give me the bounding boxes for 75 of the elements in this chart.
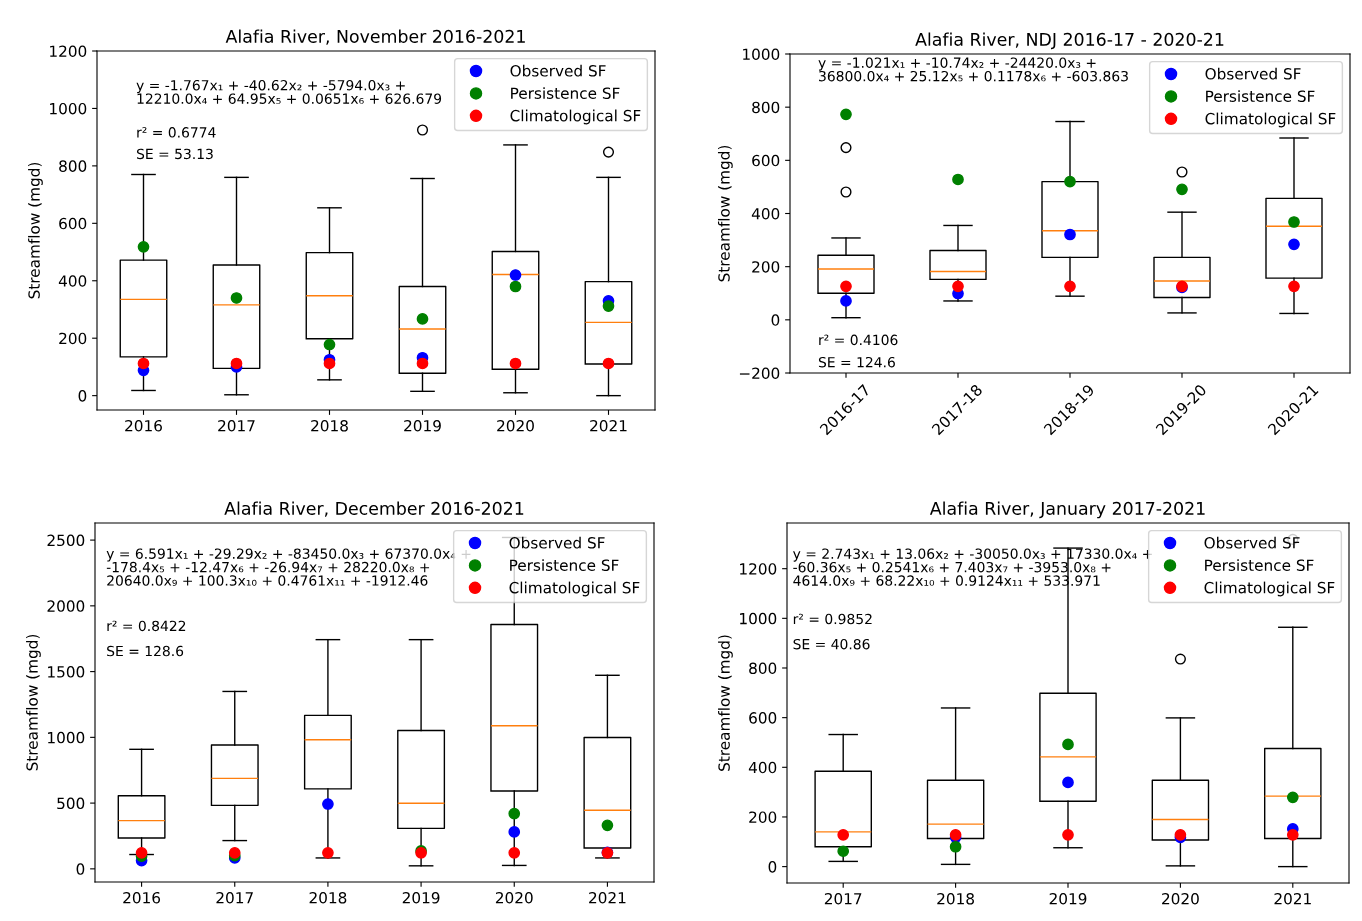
y-axis-title: Streamflow (mgd) [717,145,733,282]
chart-title: Alafia River, November 2016-2021 [225,29,525,45]
y-axis-title: Streamflow (mgd) [718,635,733,771]
y-tick-label: 0 [78,390,87,402]
x-tick-label: 2017 [216,891,253,904]
y-tick-label: 1000 [743,48,780,61]
y-tick-label: 1500 [48,666,85,678]
chart-title: Alafia River, December 2016-2021 [224,501,524,517]
annotation: SE = 124.6 [818,356,895,368]
x-tick-label: 2021 [590,419,627,432]
y-tick-label: 400 [751,207,780,220]
legend-label: Observed SF [510,64,606,77]
y-tick-label: 800 [752,101,780,114]
y-tick-label: 800 [59,160,87,172]
legend-label: Observed SF [1205,67,1301,80]
legend-label: Persistence SF [511,87,620,99]
y-tick-label: 2000 [47,600,85,612]
y-tick-label: 0 [76,863,85,875]
y-tick-label: 200 [752,261,780,273]
x-tick-label: 2020 [497,419,534,432]
annotation: y = -1.767x₁ + -40.62x₂ + -5794.0x₃ + 12210.0x₄ + 64.95x₅ + 0.0651x₆ + 626.679 [136,79,442,104]
x-tick-label: 2019 [1049,892,1087,905]
y-tick-label: 1000 [740,612,777,625]
y-tick-label: 200 [749,811,777,823]
y-tick-label: 400 [58,275,87,287]
annotation: y = 6.591x₁ + -29.29x₂ + -83450.0x₃ + 67370.0x₄ + -178.4x₅ + -12.47x₆ + -26.94x₇ + 28220.0x₈ + 20640.0x₉ + 100.3x₁₀ + 0.4761x₁₁ + -1912.46 [106,548,471,586]
x-tick-label: 2017 [218,419,255,432]
x-tick-label: 2016 [125,419,162,432]
y-axis-title: Streamflow (mgd) [28,162,43,299]
x-tick-label: 2021 [1274,892,1311,905]
x-tick-label: 2016 [123,891,161,904]
y-tick-label: 400 [748,761,777,774]
y-tick-label: 1200 [50,45,87,58]
y-tick-label: 200 [59,332,87,345]
y-tick-label: 800 [749,662,777,675]
legend-label: Climatological SF [509,581,640,597]
annotation: r² = 0.6774 [137,127,216,138]
y-tick-label: 1200 [740,563,777,575]
x-tick-label: 2018 [937,892,974,905]
legend-label: Persistence SF [510,559,619,571]
x-tick-label: 2020 [495,891,533,904]
y-tick-label: 600 [752,154,780,167]
annotation: y = -1.021x₁ + -10.74x₂ + -24420.0x₃ + 36800.0x₄ + 25.12x₅ + 0.1178x₆ + -603.863 [818,57,1128,82]
annotation: SE = 128.6 [107,645,184,657]
legend-label: Observed SF [509,536,605,549]
y-tick-label: 2500 [47,534,85,547]
legend-label: Observed SF [1204,536,1300,549]
x-tick-label: 2018 [309,891,347,904]
annotation: SE = 53.13 [136,148,213,160]
chart-title: Alafia River, January 2017-2021 [929,501,1205,519]
annotation: r² = 0.8422 [107,620,186,632]
x-tick-label: 2019 [402,891,440,904]
y-axis-title: Streamflow (mgd) [26,634,41,771]
annotation: SE = 40.86 [793,638,870,650]
legend-label: Persistence SF [1206,90,1315,102]
y-tick-label: 600 [59,217,87,230]
y-tick-label: −200 [739,367,780,380]
y-tick-label: 0 [768,861,777,873]
x-tick-label: 2019 [404,419,441,432]
legend-label: Persistence SF [1205,559,1314,571]
y-tick-label: 600 [749,712,777,724]
x-tick-label: 2021 [589,891,626,904]
legend-label: Climatological SF [1205,112,1336,128]
y-tick-label: 1000 [48,731,85,744]
x-tick-label: 2018 [311,419,348,432]
chart-title: Alafia River, NDJ 2016-17 - 2020-21 [915,32,1224,50]
annotation: r² = 0.9852 [793,613,872,625]
y-tick-label: 500 [57,797,85,810]
annotation: r² = 0.4106 [819,334,898,346]
y-tick-label: 1000 [50,102,87,115]
x-tick-label: 2020 [1162,892,1199,905]
legend-label: Climatological SF [510,109,641,125]
x-tick-label: 2017 [824,892,862,905]
y-tick-label: 0 [771,314,780,326]
legend-label: Climatological SF [1204,581,1335,597]
